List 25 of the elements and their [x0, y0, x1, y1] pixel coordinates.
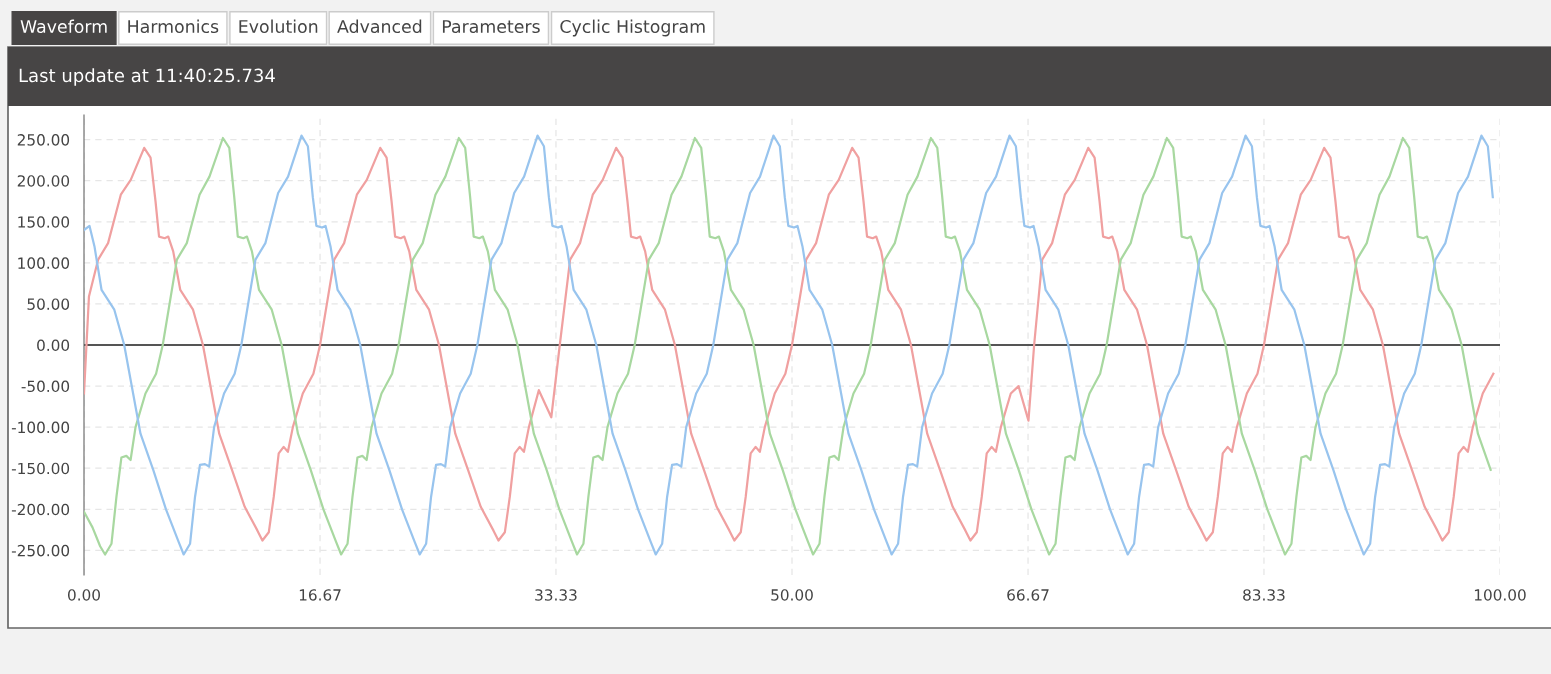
y-tick-label: 250.00	[17, 134, 70, 146]
text: Advanced	[337, 19, 422, 34]
text: Evolution	[239, 19, 318, 34]
y-tick-label: -200.00	[11, 503, 70, 516]
text: Harmonics	[128, 19, 219, 34]
text: Parameters	[442, 20, 540, 34]
text: Waveform	[20, 19, 107, 34]
y-tick-label: 50.00	[27, 298, 70, 310]
x-tick-label: 33.33	[535, 589, 577, 601]
x-tick-label: 66.67	[1007, 589, 1049, 601]
x-tick-label: 50.00	[771, 589, 813, 601]
chart-title: Last update at 11:40:25.734	[19, 68, 275, 86]
y-tick-label: -100.00	[11, 421, 70, 434]
y-tick-label: 100.00	[18, 257, 70, 269]
x-tick-label: 83.33	[1243, 589, 1285, 601]
y-tick-label: -50.00	[21, 380, 70, 393]
y-tick-label: 150.00	[18, 216, 70, 228]
x-tick-label: 16.67	[299, 589, 341, 601]
y-tick-label: -150.00	[11, 462, 70, 475]
x-tick-label: 100.00	[1474, 589, 1526, 601]
y-tick-label: 200.00	[17, 175, 70, 187]
y-tick-label: -250.00	[11, 544, 70, 557]
x-tick-label: 0.00	[68, 589, 100, 601]
y-tick-label: 0.00	[37, 339, 70, 352]
text: Cyclic Histogram	[560, 19, 705, 37]
